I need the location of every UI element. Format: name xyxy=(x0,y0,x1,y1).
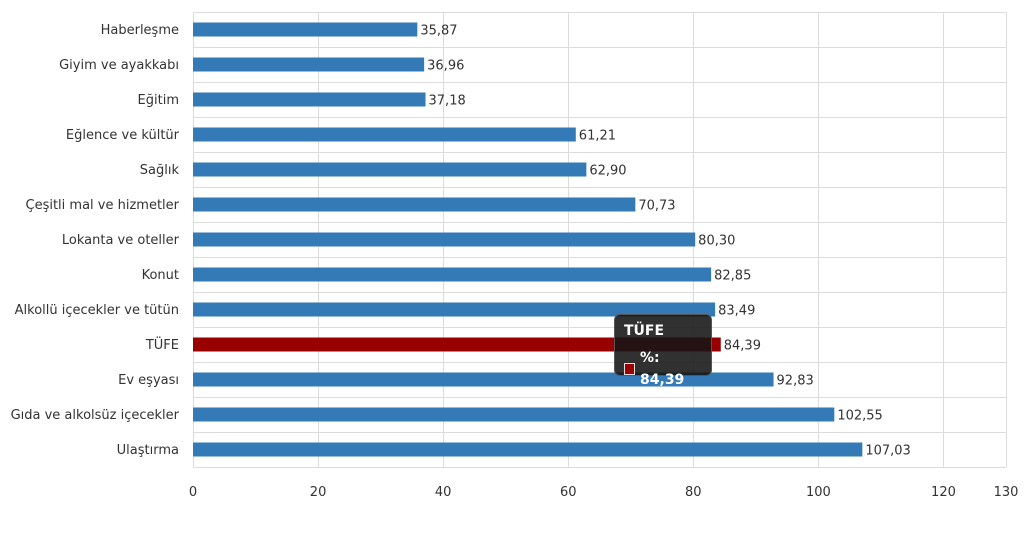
value-label: 82,85 xyxy=(714,269,751,284)
bar[interactable] xyxy=(193,302,716,317)
category-label: Haberleşme xyxy=(101,23,179,38)
x-tick-label: 120 xyxy=(931,485,956,500)
category-label: TÜFE xyxy=(145,336,179,353)
tooltip-swatch xyxy=(624,363,636,375)
value-label: 36,96 xyxy=(427,59,464,74)
category-label: Lokanta ve oteller xyxy=(62,233,180,248)
category-label: Çeşitli mal ve hizmetler xyxy=(26,198,180,213)
value-label: 80,30 xyxy=(698,234,735,249)
value-label: 84,39 xyxy=(724,339,761,354)
value-labels: 35,87 36,96 37,18 61,21 62,90 70,73 80,30 82,85… xyxy=(420,24,911,459)
bar[interactable] xyxy=(193,337,721,352)
bar[interactable] xyxy=(193,267,712,282)
x-tick-label: 0 xyxy=(189,485,197,500)
bar[interactable] xyxy=(193,127,576,142)
x-tick-label: 80 xyxy=(685,485,702,500)
category-label: Gıda ve alkolsüz içecekler xyxy=(11,408,180,423)
value-label: 62,90 xyxy=(589,164,626,179)
category-label: Eğlence ve kültür xyxy=(66,128,180,143)
category-label: Eğitim xyxy=(138,93,179,108)
bar[interactable] xyxy=(193,372,774,387)
x-tick-label: 130 xyxy=(994,485,1019,500)
bar[interactable] xyxy=(193,57,425,72)
tooltip-value: %: 84,39 xyxy=(640,350,685,388)
bar[interactable] xyxy=(193,92,426,107)
x-tick-label: 20 xyxy=(310,485,327,500)
x-axis-ticks: 0 20 40 60 80 100 120 130 xyxy=(189,485,1019,500)
category-label: Ulaştırma xyxy=(117,443,179,458)
value-label: 70,73 xyxy=(638,199,675,214)
value-label: 35,87 xyxy=(420,24,457,39)
x-tick-label: 60 xyxy=(560,485,577,500)
bar[interactable] xyxy=(193,22,418,37)
value-label: 92,83 xyxy=(777,374,814,389)
category-label: Sağlık xyxy=(140,163,180,178)
category-labels: Haberleşme Giyim ve ayakkabı Eğitim Eğlence… xyxy=(11,23,180,458)
bar[interactable] xyxy=(193,442,863,457)
value-label: 37,18 xyxy=(429,94,466,109)
category-label: Giyim ve ayakkabı xyxy=(59,58,179,73)
category-label: Ev eşyası xyxy=(118,373,179,388)
tooltip-row: %: 84,39 xyxy=(624,347,702,391)
tooltip: TÜFE %: 84,39 xyxy=(614,314,712,388)
value-label: 61,21 xyxy=(579,129,616,144)
bars xyxy=(193,22,863,457)
gridlines xyxy=(193,12,1007,468)
category-label: Alkollü içecekler ve tütün xyxy=(15,303,179,318)
bar[interactable] xyxy=(193,232,696,247)
bar[interactable] xyxy=(193,162,587,177)
x-tick-label: 100 xyxy=(806,485,831,500)
value-label: 102,55 xyxy=(837,409,883,424)
value-label: 107,03 xyxy=(865,444,911,459)
bar[interactable] xyxy=(193,197,636,212)
bar[interactable] xyxy=(193,407,835,422)
tooltip-title: TÜFE xyxy=(624,323,665,339)
category-label: Konut xyxy=(142,268,179,283)
x-tick-label: 40 xyxy=(435,485,452,500)
value-label: 83,49 xyxy=(718,304,755,319)
